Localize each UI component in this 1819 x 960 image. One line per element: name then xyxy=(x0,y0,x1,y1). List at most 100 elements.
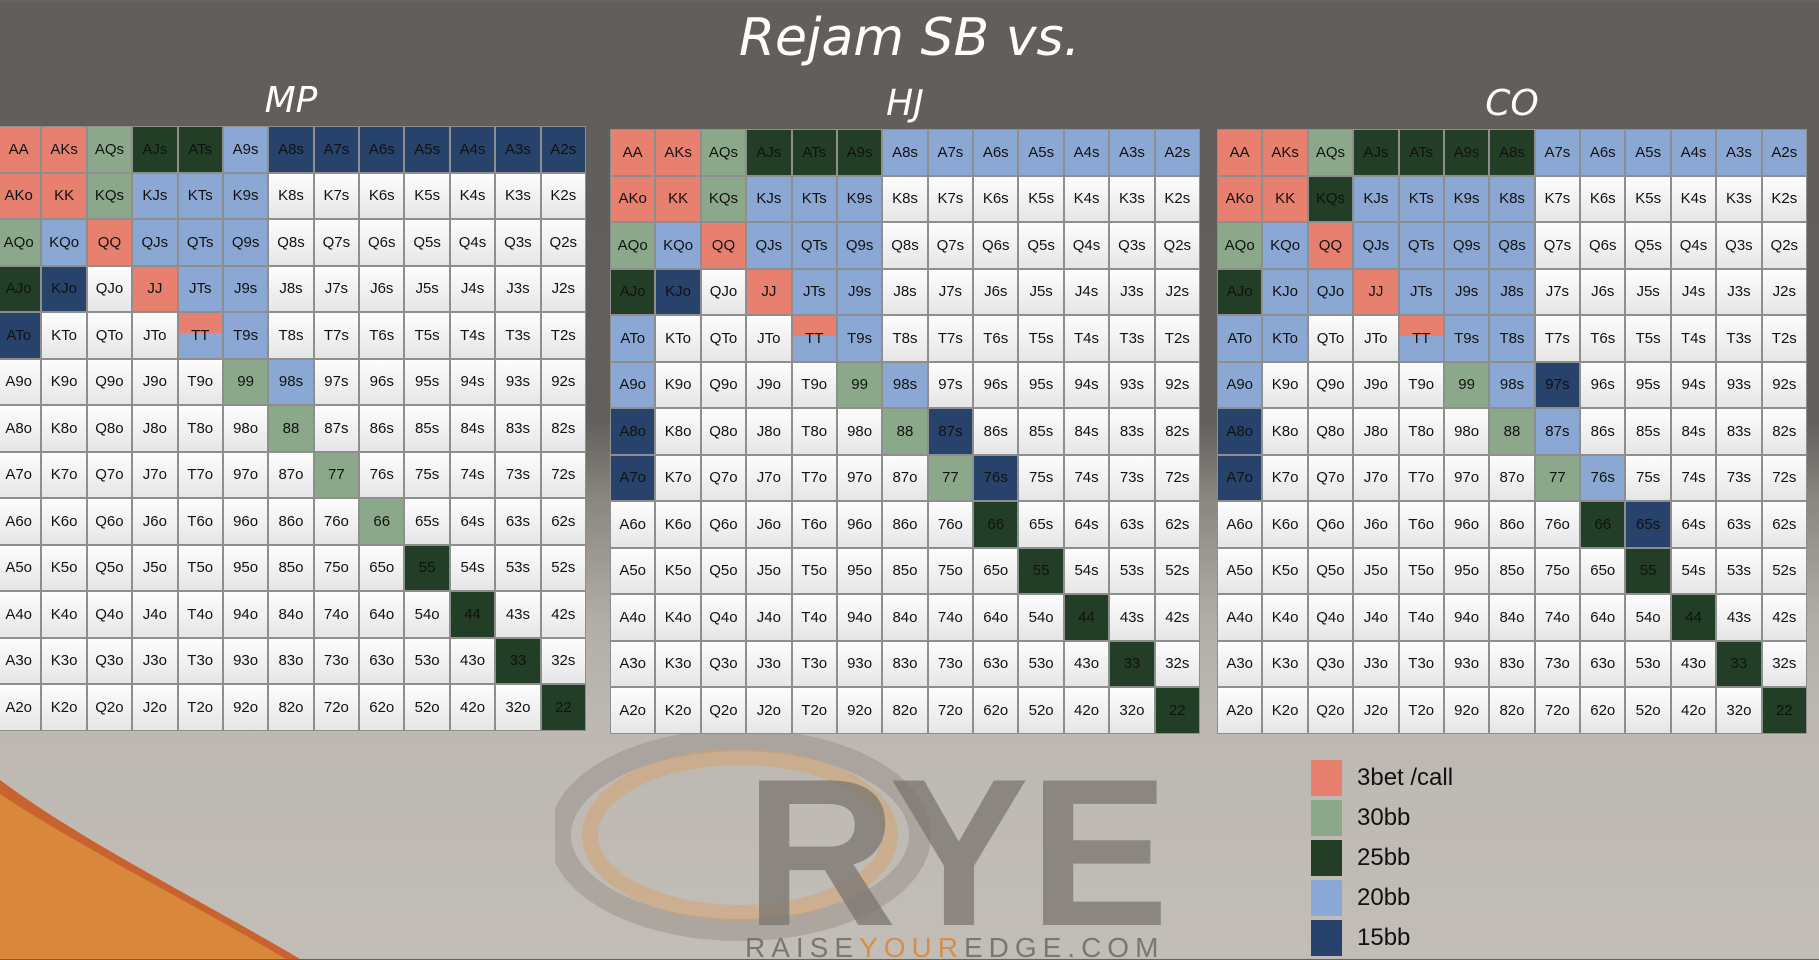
hand-cell-a2o: A2o xyxy=(0,684,42,731)
hand-cell-k4s: K4s xyxy=(1670,175,1717,222)
hand-cell-j4s: J4s xyxy=(1063,268,1110,315)
hand-cell-j9s: J9s xyxy=(222,265,269,312)
hand-cell-a8o: A8o xyxy=(1217,408,1263,455)
hand-cell-a6s: A6s xyxy=(359,126,405,173)
panel-title: CO xyxy=(1485,83,1539,124)
hand-cell-j8o: J8o xyxy=(746,408,792,455)
hand-cell-j2o: J2o xyxy=(132,684,178,731)
hand-cell-k2s: K2s xyxy=(540,172,586,219)
hand-cell-52o: 52o xyxy=(404,684,450,731)
hand-cell-j8o: J8o xyxy=(1353,408,1399,455)
hand-cell-73o: 73o xyxy=(313,637,360,684)
hand-cell-93o: 93o xyxy=(1443,640,1490,687)
hand-cell-k3s: K3s xyxy=(1109,175,1155,222)
hand-cell-a6o: A6o xyxy=(610,501,656,548)
hand-cell-q4s: Q4s xyxy=(1063,222,1110,269)
hand-cell-j4o: J4o xyxy=(132,591,178,638)
hand-cell-j6s: J6s xyxy=(359,265,405,312)
hand-cell-k8s: K8s xyxy=(1489,175,1535,222)
hand-cell-aqs: AQs xyxy=(700,129,747,176)
hand-cell-22: 22 xyxy=(1761,687,1807,734)
hand-cell-k7s: K7s xyxy=(927,175,974,222)
hand-cell-44: 44 xyxy=(1063,594,1110,641)
hand-cell-t6s: T6s xyxy=(973,315,1019,362)
hand-cell-aqo: AQo xyxy=(0,219,42,266)
hand-cell-a3s: A3s xyxy=(1109,129,1155,176)
hand-cell-86s: 86s xyxy=(1580,408,1626,455)
hand-cell-qts: QTs xyxy=(791,222,837,269)
hand-cell-a6o: A6o xyxy=(0,498,42,545)
hand-cell-jto: JTo xyxy=(1353,315,1399,362)
hand-grid: AA AKs AQs AJs ATs A9s A8s A7s A6s A5s A4s A3s A2s AK… xyxy=(610,129,1200,734)
hand-cell-tt: TT xyxy=(791,315,837,362)
hand-cell-k7s: K7s xyxy=(1534,175,1581,222)
hand-cell-k4o: K4o xyxy=(41,591,87,638)
hand-cell-55: 55 xyxy=(404,544,450,591)
hand-cell-jto: JTo xyxy=(132,312,178,359)
hand-cell-aqo: AQo xyxy=(610,222,656,269)
hand-cell-qjs: QJs xyxy=(746,222,792,269)
hand-cell-33: 33 xyxy=(495,637,541,684)
hand-cell-74o: 74o xyxy=(1534,594,1581,641)
hand-cell-t2s: T2s xyxy=(540,312,586,359)
hand-cell-ato: ATo xyxy=(0,312,42,359)
hand-cell-54s: 54s xyxy=(1063,547,1110,594)
legend-item: 25bb xyxy=(1311,840,1453,876)
hand-cell-t8s: T8s xyxy=(268,312,314,359)
hand-cell-qjo: QJo xyxy=(86,265,133,312)
hand-cell-43s: 43s xyxy=(1716,594,1762,641)
hand-cell-kqs: KQs xyxy=(86,172,133,219)
hand-cell-a6o: A6o xyxy=(1217,501,1263,548)
hand-cell-42s: 42s xyxy=(1154,594,1200,641)
hand-cell-k6s: K6s xyxy=(1580,175,1626,222)
hand-cell-j5o: J5o xyxy=(1353,547,1399,594)
hand-cell-97s: 97s xyxy=(927,361,974,408)
hand-cell-q8o: Q8o xyxy=(1307,408,1354,455)
hand-cell-t9s: T9s xyxy=(1443,315,1490,362)
hand-cell-84s: 84s xyxy=(1063,408,1110,455)
hand-cell-q6s: Q6s xyxy=(973,222,1019,269)
hand-cell-95s: 95s xyxy=(1625,361,1671,408)
hand-cell-j2o: J2o xyxy=(746,687,792,734)
rye-logo-icon: RYE RAISEYOUREDGE.COM xyxy=(555,730,1169,959)
hand-cell-84s: 84s xyxy=(449,405,496,452)
hand-cell-a9s: A9s xyxy=(222,126,269,173)
hand-cell-qts: QTs xyxy=(177,219,223,266)
hand-cell-tt: TT xyxy=(177,312,223,359)
hand-cell-54s: 54s xyxy=(1670,547,1717,594)
hand-cell-88: 88 xyxy=(1489,408,1535,455)
hand-cell-q6o: Q6o xyxy=(700,501,747,548)
hand-cell-73o: 73o xyxy=(927,640,974,687)
hand-cell-53o: 53o xyxy=(404,637,450,684)
hand-cell-95s: 95s xyxy=(1018,361,1064,408)
hand-cell-76s: 76s xyxy=(973,454,1019,501)
hand-cell-82o: 82o xyxy=(268,684,314,731)
hand-cell-53s: 53s xyxy=(1716,547,1762,594)
hand-cell-t2o: T2o xyxy=(177,684,223,731)
hand-cell-97o: 97o xyxy=(836,454,883,501)
hand-cell-87s: 87s xyxy=(1534,408,1581,455)
hand-cell-q7o: Q7o xyxy=(86,451,133,498)
hand-cell-77: 77 xyxy=(313,451,360,498)
hand-cell-t6o: T6o xyxy=(791,501,837,548)
hand-cell-j2s: J2s xyxy=(1761,268,1807,315)
hand-cell-33: 33 xyxy=(1716,640,1762,687)
hand-cell-73s: 73s xyxy=(495,451,541,498)
hand-cell-a9o: A9o xyxy=(610,361,656,408)
hand-cell-42o: 42o xyxy=(1063,687,1110,734)
legend-label: 15bb xyxy=(1357,924,1411,951)
hand-cell-95o: 95o xyxy=(1443,547,1490,594)
hand-cell-j6s: J6s xyxy=(973,268,1019,315)
hand-cell-72s: 72s xyxy=(1154,454,1200,501)
hand-cell-ako: AKo xyxy=(1217,175,1263,222)
hand-cell-99: 99 xyxy=(1443,361,1490,408)
hand-cell-j7o: J7o xyxy=(746,454,792,501)
hand-cell-83s: 83s xyxy=(1716,408,1762,455)
hand-cell-a7s: A7s xyxy=(1534,129,1581,176)
hand-cell-a4s: A4s xyxy=(1063,129,1110,176)
hand-cell-93s: 93s xyxy=(1716,361,1762,408)
hand-cell-q6o: Q6o xyxy=(1307,501,1354,548)
hand-cell-82o: 82o xyxy=(1489,687,1535,734)
hand-cell-53s: 53s xyxy=(495,544,541,591)
hand-cell-65s: 65s xyxy=(1625,501,1671,548)
